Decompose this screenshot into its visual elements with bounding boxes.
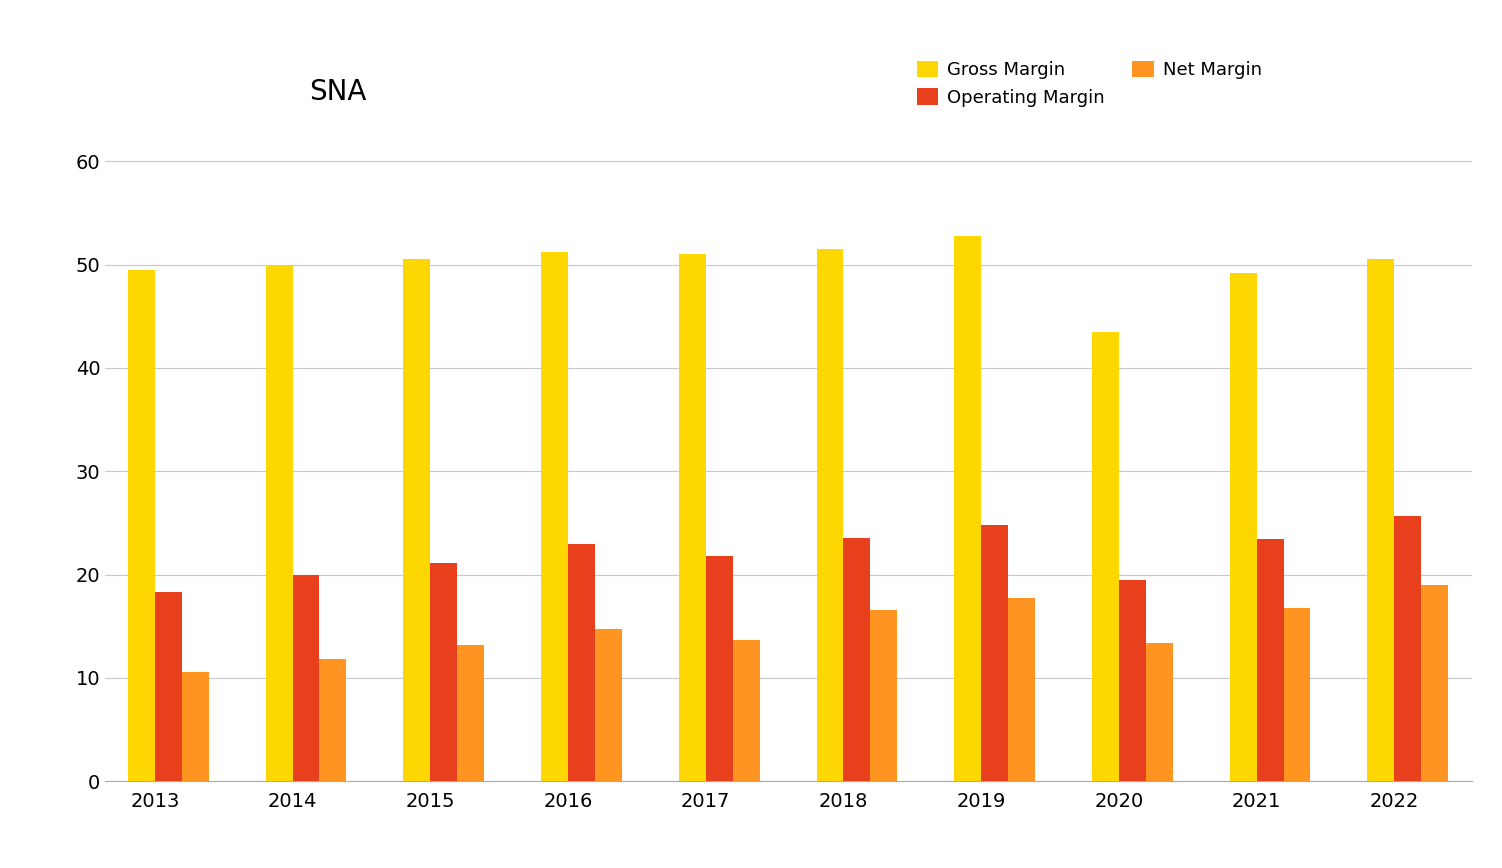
Bar bbox=[679, 254, 706, 781]
Bar bbox=[1092, 332, 1119, 781]
Bar bbox=[954, 235, 981, 781]
Bar bbox=[733, 640, 760, 781]
Bar bbox=[182, 672, 209, 781]
Bar bbox=[457, 645, 484, 781]
Bar bbox=[155, 592, 182, 781]
Bar bbox=[293, 575, 320, 781]
Bar bbox=[541, 252, 568, 781]
Bar bbox=[266, 266, 293, 781]
Bar bbox=[1257, 539, 1284, 781]
Bar bbox=[1394, 516, 1421, 781]
Bar bbox=[1008, 598, 1035, 781]
Bar bbox=[981, 525, 1008, 781]
Bar bbox=[1367, 260, 1394, 781]
Bar bbox=[1146, 642, 1173, 781]
Bar bbox=[430, 563, 457, 781]
Bar bbox=[870, 609, 897, 781]
Bar bbox=[706, 556, 733, 781]
Bar bbox=[404, 260, 430, 781]
Bar bbox=[320, 660, 347, 781]
Bar bbox=[817, 249, 844, 781]
Bar bbox=[1421, 585, 1448, 781]
Bar bbox=[568, 543, 595, 781]
Bar bbox=[844, 538, 870, 781]
Legend: Gross Margin, Operating Margin, Net Margin: Gross Margin, Operating Margin, Net Marg… bbox=[916, 61, 1262, 107]
Bar bbox=[1230, 273, 1257, 781]
Bar bbox=[128, 270, 155, 781]
Bar bbox=[595, 629, 622, 781]
Text: SNA: SNA bbox=[309, 78, 366, 106]
Bar bbox=[1284, 608, 1310, 781]
Bar bbox=[1119, 580, 1146, 781]
